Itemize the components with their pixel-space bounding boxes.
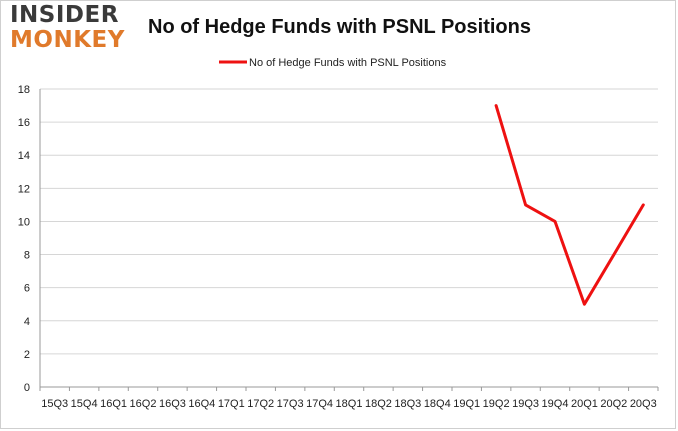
x-tick-label: 18Q1 [336, 398, 363, 410]
logo-line-2: MONKEY [10, 27, 125, 53]
x-tick-label: 18Q4 [424, 398, 451, 410]
legend: No of Hedge Funds with PSNL Positions [219, 57, 447, 69]
y-tick-label: 2 [24, 349, 30, 361]
y-tick-label: 16 [18, 117, 30, 129]
y-tick-label: 12 [18, 183, 30, 195]
x-tick-label: 20Q1 [571, 398, 598, 410]
x-tick-label: 15Q4 [71, 398, 98, 410]
x-tick-label: 19Q2 [483, 398, 510, 410]
x-tick-label: 19Q1 [453, 398, 480, 410]
grid-lines [40, 88, 658, 355]
x-tick-label: 16Q4 [188, 398, 215, 410]
x-tick-label: 16Q1 [100, 398, 127, 410]
x-tick-label: 20Q2 [600, 398, 627, 410]
y-tick-label: 14 [18, 150, 30, 162]
x-tick-label: 17Q4 [306, 398, 333, 410]
x-tick-label: 18Q2 [365, 398, 392, 410]
x-tick-label: 19Q4 [542, 398, 569, 410]
series-line [494, 104, 645, 306]
legend-label: No of Hedge Funds with PSNL Positions [249, 57, 447, 69]
y-tick-labels: 0 2 4 6 8 10 12 14 16 18 [18, 84, 30, 394]
y-tick-label: 0 [24, 382, 30, 394]
y-tick-label: 4 [24, 316, 30, 328]
x-tick-label: 16Q2 [130, 398, 157, 410]
insider-monkey-logo: INSIDER MONKEY [10, 4, 128, 52]
y-tick-label: 18 [18, 84, 30, 96]
x-tick-label: 17Q2 [247, 398, 274, 410]
x-tick-labels: 15Q3 15Q4 16Q1 16Q2 16Q3 16Q4 17Q1 17Q2 17Q3 17Q4… [41, 398, 656, 410]
x-tick-label: 17Q3 [277, 398, 304, 410]
y-tick-label: 10 [18, 216, 30, 228]
axes [39, 89, 659, 391]
logo-line-1: INSIDER [10, 2, 119, 28]
y-tick-label: 6 [24, 283, 30, 295]
x-tick-label: 18Q3 [394, 398, 421, 410]
x-tick-label: 17Q1 [218, 398, 245, 410]
series-lines [494, 104, 645, 306]
x-tick-label: 19Q3 [512, 398, 539, 410]
x-tick-label: 16Q3 [159, 398, 186, 410]
x-tick-label: 20Q3 [630, 398, 657, 410]
chart-title: No of Hedge Funds with PSNL Positions [148, 16, 531, 38]
x-tick-label: 15Q3 [41, 398, 68, 410]
y-tick-label: 8 [24, 250, 30, 262]
